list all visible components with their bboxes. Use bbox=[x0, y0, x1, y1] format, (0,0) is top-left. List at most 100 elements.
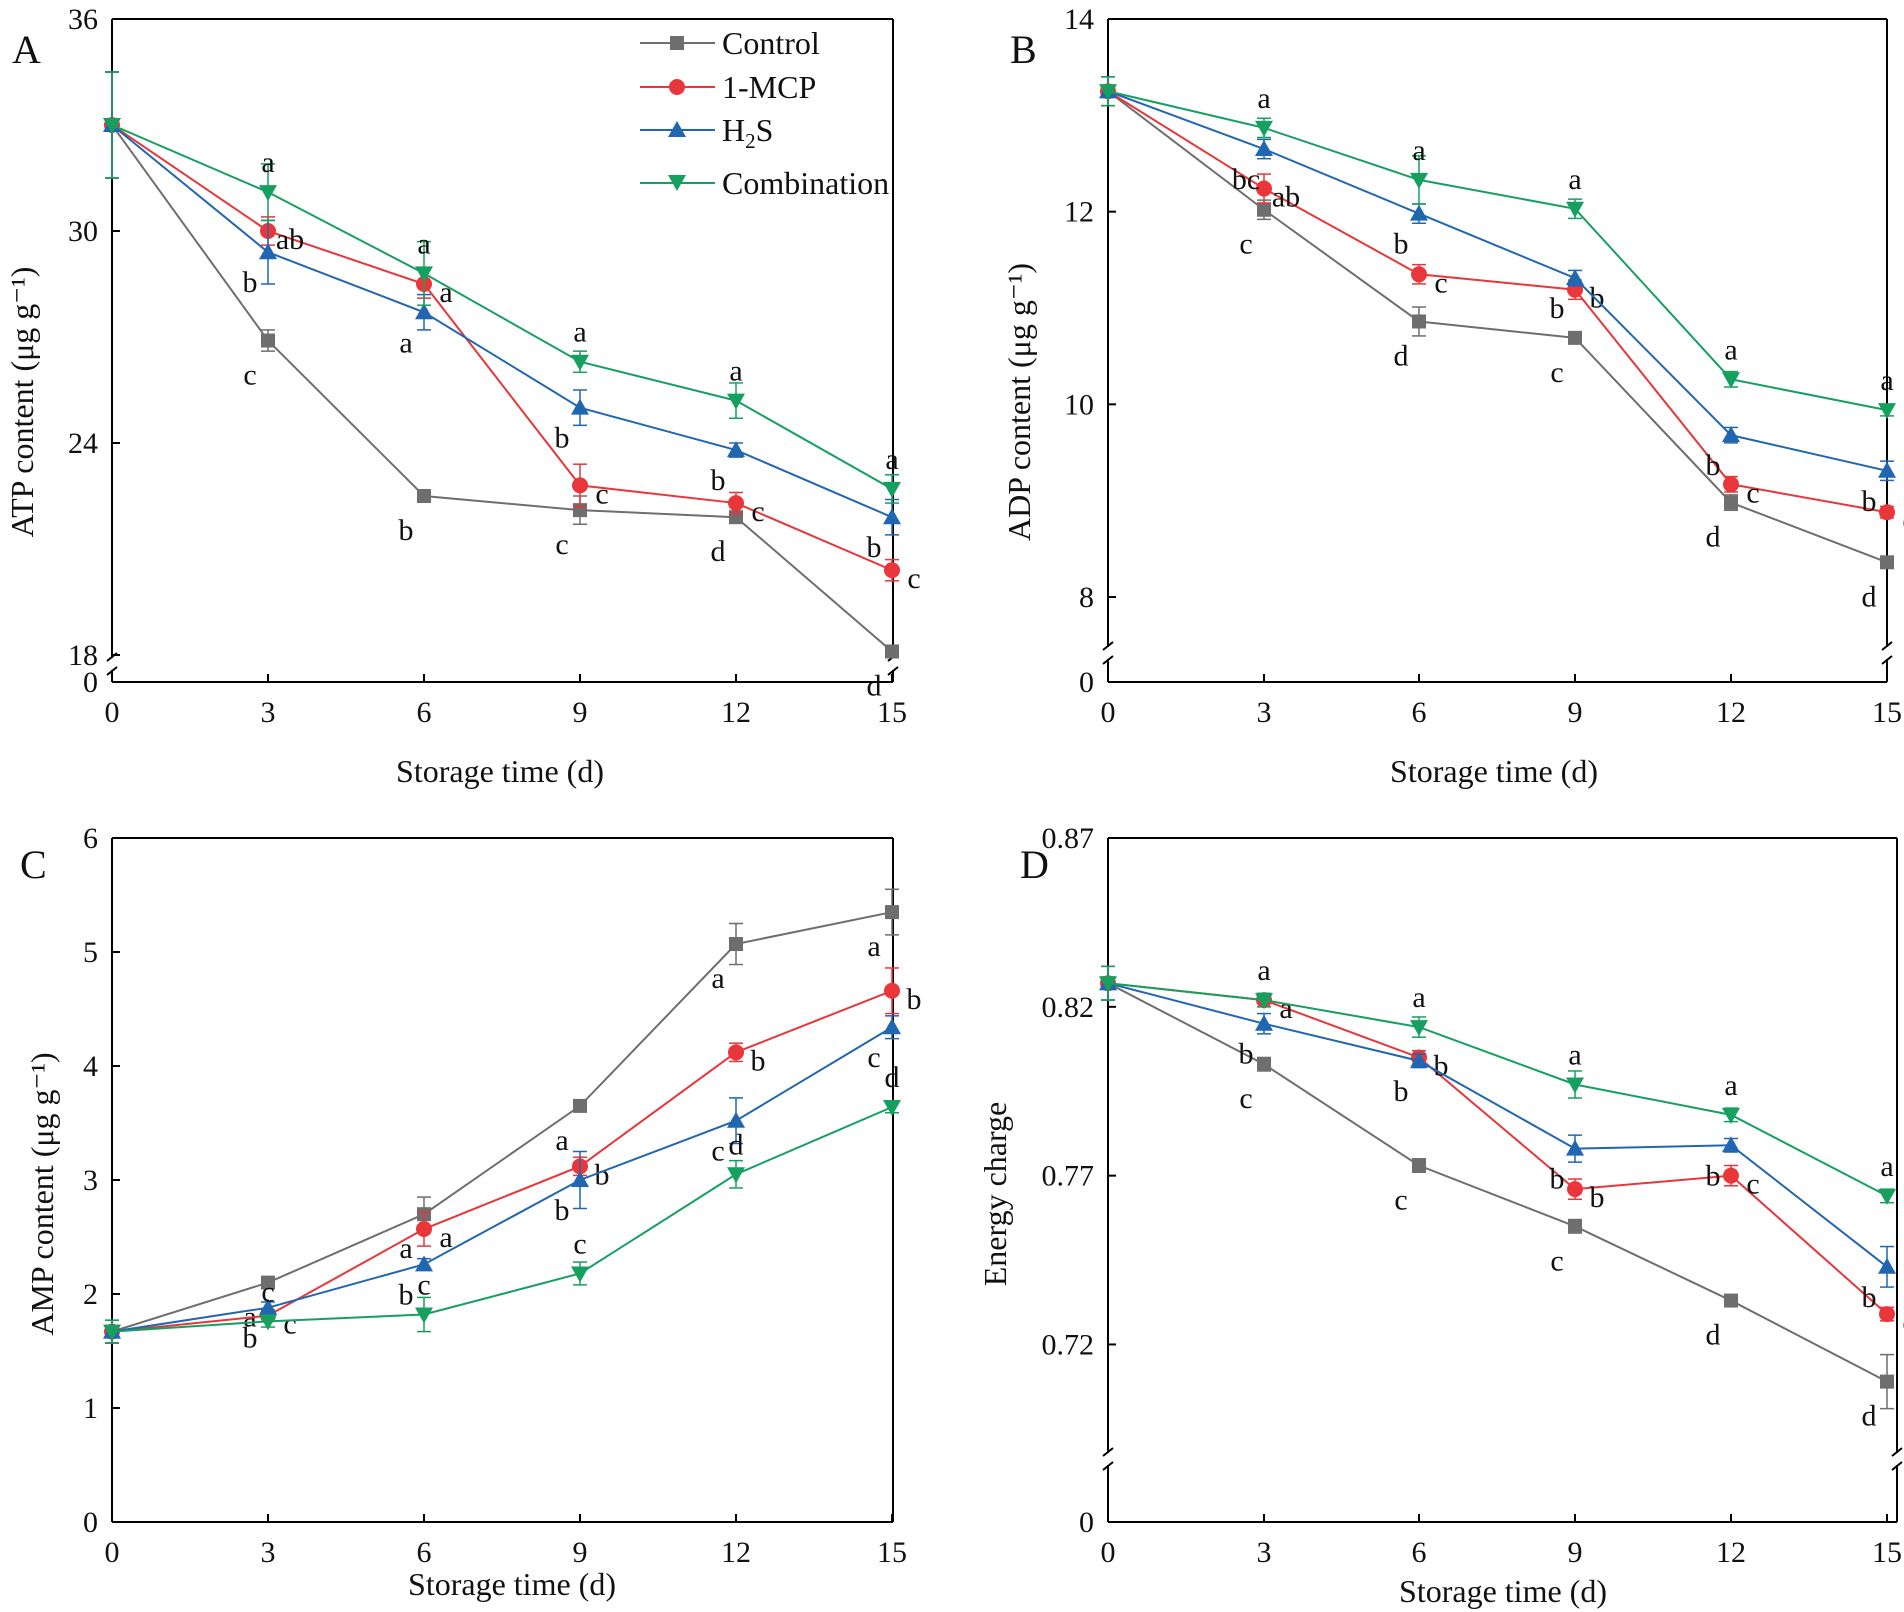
data-point bbox=[1722, 372, 1740, 389]
data-point bbox=[571, 1171, 589, 1187]
data-point bbox=[415, 1255, 433, 1272]
data-point bbox=[1411, 266, 1427, 283]
significance-letter: d bbox=[1706, 521, 1721, 554]
axis-break-mark bbox=[1881, 655, 1893, 665]
x-tick-label: 3 bbox=[261, 696, 276, 729]
significance-letter: b bbox=[867, 531, 882, 564]
data-point bbox=[1410, 172, 1428, 189]
data-point bbox=[573, 1098, 587, 1113]
data-point bbox=[259, 1314, 277, 1331]
significance-letter: a bbox=[573, 316, 586, 349]
series-line bbox=[111, 124, 893, 490]
significance-letter: c bbox=[1394, 1184, 1407, 1217]
data-point bbox=[1879, 504, 1895, 521]
data-point bbox=[1566, 269, 1584, 286]
y-tick-label: 0.82 bbox=[1042, 991, 1095, 1024]
y-tick-label: 36 bbox=[68, 3, 98, 36]
data-point bbox=[1255, 1014, 1273, 1031]
legend-marker-triangle-up bbox=[668, 121, 686, 137]
axis-break-mark bbox=[1102, 655, 1114, 665]
data-point bbox=[1257, 202, 1271, 217]
y-tick-label: 10 bbox=[1064, 388, 1094, 421]
significance-letter: a bbox=[1279, 992, 1292, 1025]
y-axis-label: Energy charge bbox=[977, 1102, 1013, 1287]
x-tick-label: 0 bbox=[1101, 696, 1116, 729]
series-line bbox=[1107, 90, 1888, 514]
y-tick-label: 5 bbox=[83, 936, 98, 969]
significance-letter: c bbox=[907, 562, 920, 595]
y-tick-label: 6 bbox=[83, 822, 98, 855]
y-tick-label: 12 bbox=[1064, 196, 1094, 229]
x-tick-label: 3 bbox=[261, 1536, 276, 1569]
y-tick-label: 1 bbox=[83, 1392, 98, 1425]
significance-letter: a bbox=[261, 146, 274, 179]
data-point bbox=[1567, 1181, 1583, 1198]
data-point bbox=[885, 644, 899, 659]
data-point bbox=[1256, 180, 1272, 197]
x-axis-label: Storage time (d) bbox=[396, 753, 604, 789]
significance-letter: a bbox=[1880, 364, 1893, 397]
y-tick-label: 0.77 bbox=[1042, 1160, 1095, 1193]
axis-break-mark bbox=[1891, 1461, 1903, 1471]
significance-letter: a bbox=[1568, 163, 1581, 196]
y-axis-label: ADP content (μg g⁻¹) bbox=[1001, 263, 1037, 541]
legend-label: H2S bbox=[722, 112, 773, 153]
legend-entry-control: Control bbox=[640, 25, 820, 61]
legend-label: Combination bbox=[722, 165, 889, 201]
x-tick-label: 12 bbox=[1716, 1536, 1746, 1569]
significance-letter: a bbox=[1257, 954, 1270, 987]
significance-letter: d bbox=[1394, 339, 1409, 372]
data-point bbox=[1723, 1167, 1739, 1184]
series-line bbox=[111, 1026, 893, 1333]
data-point bbox=[883, 481, 901, 498]
x-tick-label: 9 bbox=[1568, 1536, 1583, 1569]
series-line bbox=[1107, 90, 1888, 412]
data-point bbox=[571, 1266, 589, 1283]
x-axis-label: Storage time (d) bbox=[1399, 1573, 1607, 1609]
y-tick-label: 0 bbox=[83, 1506, 98, 1539]
significance-letter: d bbox=[729, 1128, 744, 1161]
data-point bbox=[415, 266, 433, 283]
panel-letter: D bbox=[1020, 842, 1049, 887]
significance-letter: c bbox=[1434, 266, 1447, 299]
axis-break-mark bbox=[1891, 1447, 1903, 1457]
data-point bbox=[728, 1044, 744, 1061]
significance-letter: b bbox=[399, 1278, 414, 1311]
y-axis-title: AMP content (μg g⁻¹) bbox=[24, 1052, 60, 1335]
series-line bbox=[111, 1106, 893, 1333]
panel-letter: C bbox=[20, 842, 47, 887]
significance-letter: a bbox=[439, 1221, 452, 1254]
data-point bbox=[1255, 993, 1273, 1010]
legend-entry-h2s: H2S bbox=[640, 112, 773, 153]
significance-letter: c bbox=[711, 1135, 724, 1168]
x-tick-label: 6 bbox=[417, 696, 432, 729]
significance-letter: a bbox=[1724, 1069, 1737, 1102]
x-tick-label: 15 bbox=[1872, 696, 1902, 729]
significance-letter: d bbox=[1862, 1400, 1877, 1433]
plot-area: 0810121403691215cdcddabcbccbcbbbbaaaaa bbox=[1064, 3, 1904, 729]
significance-letter: b bbox=[1550, 1163, 1565, 1196]
significance-letter: b bbox=[1394, 228, 1409, 261]
x-tick-label: 6 bbox=[1412, 696, 1427, 729]
series-line bbox=[111, 124, 893, 572]
legend-marker-circle bbox=[669, 79, 685, 95]
data-point bbox=[1410, 1020, 1428, 1037]
data-point bbox=[103, 118, 121, 134]
data-point bbox=[1724, 1293, 1738, 1308]
series-line bbox=[1107, 982, 1888, 1315]
y-axis-title: Energy charge bbox=[977, 1102, 1013, 1287]
panel-letter: A bbox=[12, 27, 41, 72]
data-point bbox=[1722, 1136, 1740, 1153]
x-tick-label: 15 bbox=[877, 1536, 907, 1569]
data-point bbox=[884, 982, 900, 999]
data-point bbox=[416, 1221, 432, 1238]
significance-letter: b bbox=[555, 1194, 570, 1227]
significance-letter: c bbox=[1902, 504, 1904, 537]
significance-letter: c bbox=[1239, 1082, 1252, 1115]
significance-letter: b bbox=[1862, 485, 1877, 518]
significance-letter: b bbox=[555, 422, 570, 455]
series-control: cd cdd bbox=[1101, 76, 1894, 613]
